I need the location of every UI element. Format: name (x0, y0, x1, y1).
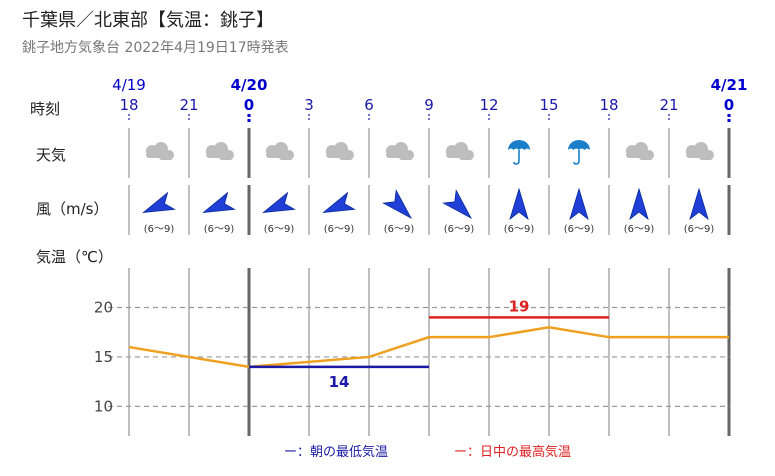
wind-speed-label: (6〜9) (444, 224, 475, 235)
cloud-icon (206, 142, 234, 160)
wind-arrow-shape (689, 187, 709, 221)
hour-label: 18 (119, 96, 138, 114)
wind-arrow-shape (142, 191, 176, 214)
cloud-base (219, 154, 233, 160)
wind-arrow-shape (202, 191, 236, 214)
cloud-icon (686, 142, 714, 160)
wind-arrow-shape (262, 191, 296, 214)
wind-arrow-shape (629, 187, 649, 221)
hour-label: 12 (479, 96, 498, 114)
wind-arrow-icon (509, 187, 529, 221)
weather-layer (146, 140, 714, 165)
wind-arrow-shape (442, 189, 473, 220)
cloud-base (699, 154, 713, 160)
cloud-icon (446, 142, 474, 160)
wind-speed-label: (6〜9) (204, 224, 235, 235)
date-label: 4/20 (231, 76, 268, 94)
wind-speed-label: (6〜9) (504, 224, 535, 235)
y-tick-label: 20 (94, 299, 113, 317)
hour-label: 6 (364, 96, 374, 114)
hour-label: 3 (304, 96, 314, 114)
cloud-icon (326, 142, 354, 160)
wind-arrow-icon (569, 187, 589, 221)
umbrella-icon (568, 140, 590, 165)
cloud-base (279, 154, 293, 160)
wind-arrow-shape (382, 189, 413, 220)
wind-arrow-icon (322, 191, 356, 214)
cloud-base (639, 154, 653, 160)
cloud-icon (626, 142, 654, 160)
date-label: 4/19 (112, 76, 146, 94)
max-temp-label: 19 (509, 297, 530, 315)
page-title: 千葉県／北東部【気温：銚子】 (22, 10, 274, 31)
wind-arrow-icon (382, 189, 413, 220)
wind-arrow-icon (629, 187, 649, 221)
y-tick-label: 10 (94, 397, 113, 415)
temperature-line (128, 326, 729, 369)
hour-label: 21 (179, 96, 198, 114)
wind-speed-label: (6〜9) (144, 224, 175, 235)
wind-arrow-icon (202, 191, 236, 214)
cloud-icon (266, 142, 294, 160)
wind-arrow-icon (262, 191, 296, 214)
wind-speed-label: (6〜9) (264, 224, 295, 235)
umbrella-handle (573, 150, 580, 165)
row-label-temp: 気温（℃） (36, 248, 113, 266)
wind-speed-label: (6〜9) (684, 224, 715, 235)
wind-arrow-shape (322, 191, 356, 214)
cloud-icon (146, 142, 174, 160)
wind-arrow-shape (509, 187, 529, 221)
wind-speed-label: (6〜9) (564, 224, 595, 235)
y-tick-label: 15 (94, 348, 113, 366)
umbrella-canopy (568, 140, 590, 150)
min-temp-label: 14 (329, 373, 350, 391)
wind-arrow-icon (689, 187, 709, 221)
umbrella-handle (513, 150, 520, 165)
row-label-wind: 風（m/s） (36, 200, 108, 218)
cloud-base (459, 154, 473, 160)
wind-speed-label: (6〜9) (384, 224, 415, 235)
hour-label: 0 (244, 96, 254, 114)
wind-speed-label: (6〜9) (624, 224, 655, 235)
date-label: 4/21 (711, 76, 748, 94)
wind-arrow-shape (569, 187, 589, 221)
legend-min-temp: ー：朝の最低気温 (284, 444, 388, 460)
hour-label: 15 (539, 96, 558, 114)
wind-arrow-icon (442, 189, 473, 220)
umbrella-canopy (508, 140, 530, 150)
hour-label: 0 (724, 96, 734, 114)
hour-label: 21 (659, 96, 678, 114)
temp-layer: 10 15 20 14 19 (94, 297, 729, 415)
umbrella-icon (508, 140, 530, 165)
cloud-base (399, 154, 413, 160)
cloud-base (159, 154, 173, 160)
cloud-base (339, 154, 353, 160)
header-layer: 18 21 0 3 6 9 12 15 18 21 0 4/19 4/20 4/21 (112, 76, 747, 122)
page-subtitle: 銚子地方気象台 2022年4月19日17時発表 (22, 40, 289, 56)
grid-layer (108, 128, 731, 436)
wind-speed-label: (6〜9) (324, 224, 355, 235)
wind-layer: (6〜9) (6〜9) (6〜9) (6〜9) (6〜9) (6〜9) (6〜9) (6〜9)… (142, 187, 715, 235)
wind-arrow-icon (142, 191, 176, 214)
cloud-icon (386, 142, 414, 160)
legend-max-temp: ー：日中の最高気温 (454, 444, 571, 460)
row-label-weather: 天気 (36, 146, 66, 164)
row-label-time: 時刻 (30, 100, 60, 118)
hour-label: 18 (599, 96, 618, 114)
hour-label: 9 (424, 96, 434, 114)
